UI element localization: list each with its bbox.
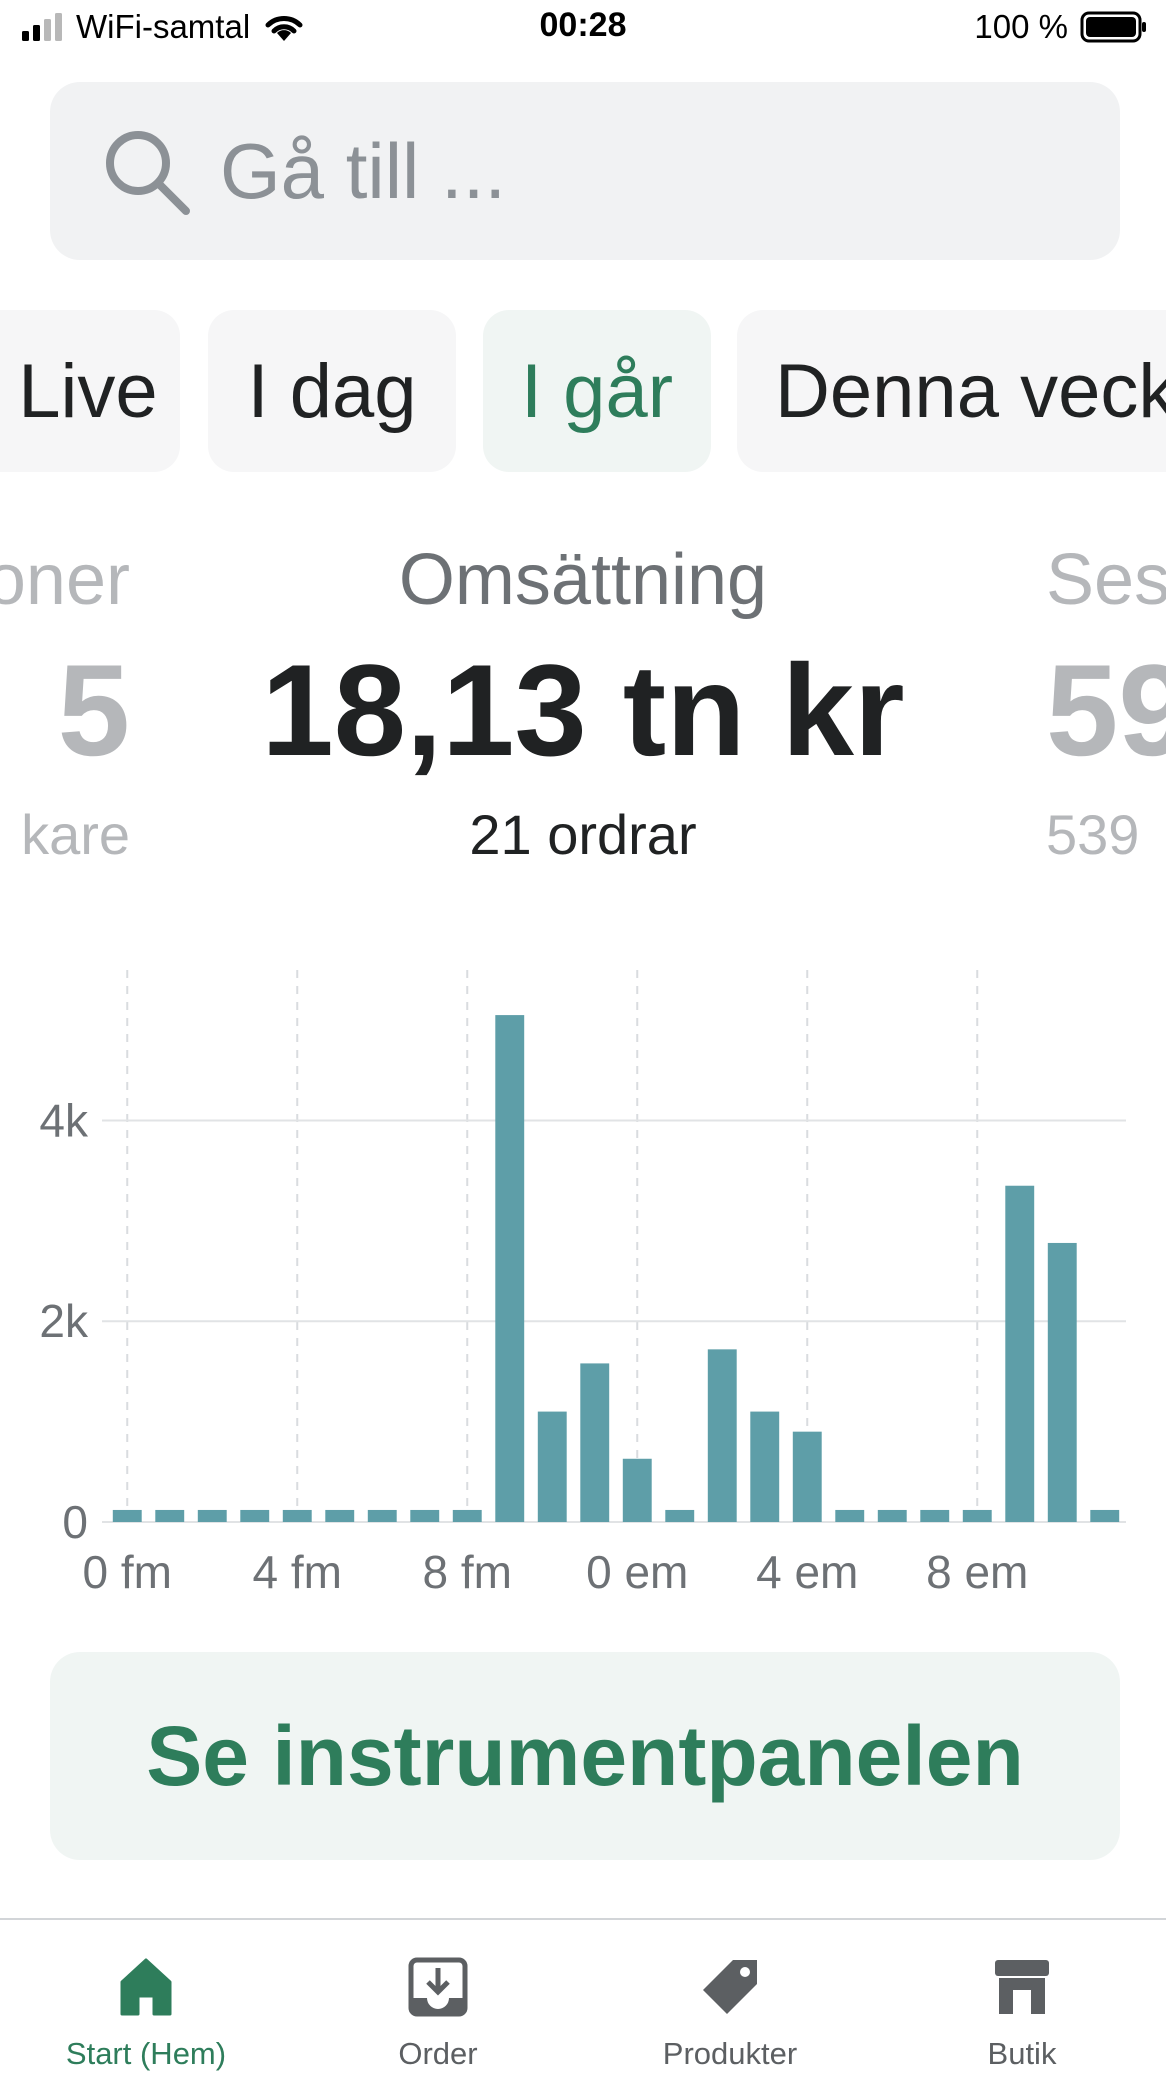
chart-bar[interactable] <box>750 1411 780 1522</box>
nav-item-home[interactable]: Start (Hem) <box>0 1920 292 2078</box>
metric-value: 5 <box>57 637 130 783</box>
x-tick-label: 4 em <box>756 1546 858 1598</box>
x-tick-label: 0 em <box>586 1546 688 1598</box>
chart-bar[interactable] <box>877 1509 907 1522</box>
metric-label: Ses <box>1046 540 1166 620</box>
nav-item-store[interactable]: Butik <box>876 1920 1166 2078</box>
x-tick-label: 8 em <box>926 1546 1028 1598</box>
metric-sub: 21 ordrar <box>469 803 697 866</box>
nav-item-products[interactable]: Produkter <box>584 1920 876 2078</box>
tab-label: I dag <box>247 348 417 434</box>
metric-label: oner <box>0 540 130 620</box>
metric-right: Ses 59 539 <box>1046 530 1166 880</box>
nav-label: Produkter <box>662 2036 798 2071</box>
chart-bar[interactable] <box>792 1431 822 1522</box>
bottom-nav: Start (Hem) Order Produkter B <box>0 1918 1166 2078</box>
chart-bar[interactable] <box>920 1509 950 1522</box>
carrier-label: WiFi-samtal <box>76 8 251 45</box>
chart-bar[interactable] <box>707 1349 737 1522</box>
status-bar: WiFi-samtal 00:28 100 % <box>0 0 1166 52</box>
metric-label: Omsättning <box>398 540 768 620</box>
chart-bar[interactable] <box>325 1509 355 1522</box>
metric-left: oner 5 kare <box>0 530 130 880</box>
home-icon <box>120 1958 172 2016</box>
chart-bar[interactable] <box>452 1509 482 1522</box>
clock: 00:28 <box>539 6 627 44</box>
tab-label: Live <box>18 348 158 434</box>
chart-bar[interactable] <box>1005 1185 1035 1522</box>
status-left: WiFi-samtal <box>22 8 306 46</box>
nav-label: Butik <box>987 2036 1057 2071</box>
tab-live[interactable]: Live <box>0 310 180 472</box>
revenue-chart: 0 2k 4k 0 fm 4 fm 8 fm 0 em 4 em 8 em <box>0 950 1166 1610</box>
date-range-tabs: Live I dag I går Denna veck <box>0 310 1166 472</box>
chart-bar[interactable] <box>112 1509 142 1522</box>
x-tick-label: 0 fm <box>83 1546 172 1598</box>
tab-today[interactable]: I dag <box>208 310 456 472</box>
x-tick-label: 4 fm <box>253 1546 342 1598</box>
chart-bar[interactable] <box>1090 1509 1120 1522</box>
chart-bar[interactable] <box>537 1411 567 1522</box>
search-placeholder: Gå till ... <box>220 126 507 215</box>
chart-bar[interactable] <box>835 1509 865 1522</box>
x-tick-label: 8 fm <box>423 1546 512 1598</box>
metric-revenue: Omsättning 18,13 tn kr 21 ordrar <box>183 530 983 880</box>
metric-sub: 539 <box>1046 803 1140 866</box>
view-dashboard-button[interactable]: Se instrumentpanelen <box>50 1652 1120 1860</box>
nav-item-order[interactable]: Order <box>292 1920 584 2078</box>
chart-bar[interactable] <box>240 1509 270 1522</box>
metrics-carousel[interactable]: oner 5 kare Omsättning 18,13 tn kr 21 or… <box>0 530 1166 890</box>
tab-label: I går <box>520 348 674 434</box>
store-icon <box>995 1960 1049 2014</box>
metric-value: 18,13 tn kr <box>261 637 905 783</box>
tag-icon <box>703 1960 757 2014</box>
battery-icon <box>1080 11 1146 43</box>
chart-bar[interactable] <box>580 1363 610 1522</box>
chart-bar[interactable] <box>962 1509 992 1522</box>
chart-bar[interactable] <box>367 1509 397 1522</box>
chart-bar[interactable] <box>1047 1242 1077 1522</box>
order-inbox-icon <box>408 1957 468 2017</box>
chart-bar[interactable] <box>622 1458 652 1522</box>
y-tick-label: 4k <box>39 1094 89 1146</box>
status-right: 100 % <box>974 8 1148 46</box>
chart-bar[interactable] <box>155 1509 185 1522</box>
search-icon <box>106 131 190 215</box>
nav-label: Order <box>398 2036 478 2071</box>
cellular-signal-icon <box>22 13 62 41</box>
chart-bar[interactable] <box>665 1509 695 1522</box>
y-tick-label: 2k <box>39 1295 89 1347</box>
tab-yesterday[interactable]: I går <box>483 310 711 472</box>
tab-this-week[interactable]: Denna veck <box>737 310 1166 472</box>
wifi-icon <box>265 16 303 41</box>
chart-svg: 0 2k 4k 0 fm 4 fm 8 fm 0 em 4 em 8 em <box>39 970 1126 1598</box>
chart-bar[interactable] <box>197 1509 227 1522</box>
metric-value: 59 <box>1046 637 1166 783</box>
chart-bar[interactable] <box>282 1509 312 1522</box>
battery-percent: 100 % <box>974 8 1068 45</box>
metric-sub: kare <box>21 803 130 866</box>
chart-bar[interactable] <box>495 1015 525 1522</box>
y-tick-label: 0 <box>62 1496 88 1548</box>
search-input[interactable]: Gå till ... <box>50 82 1120 260</box>
nav-label: Start (Hem) <box>65 2036 227 2071</box>
chart-bar[interactable] <box>410 1509 440 1522</box>
tab-label: Denna veck <box>775 348 1166 434</box>
